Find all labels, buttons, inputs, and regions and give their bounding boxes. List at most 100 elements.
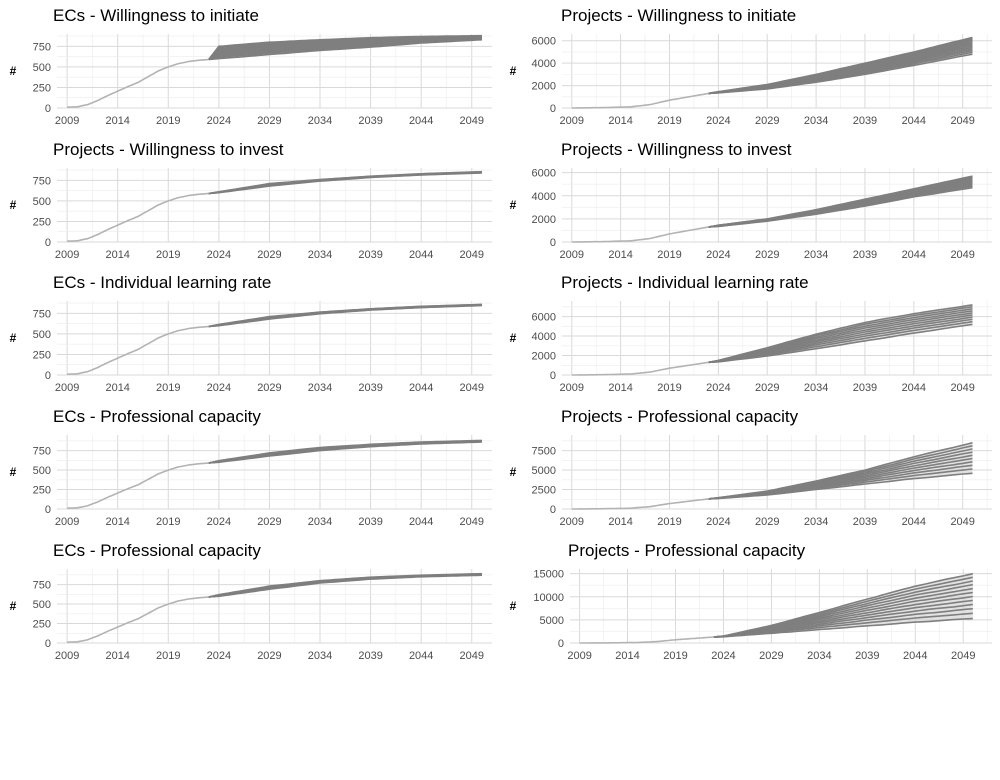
x-tick-label: 2019 <box>156 650 180 662</box>
y-tick-label: 250 <box>33 349 51 361</box>
history-line <box>579 636 714 644</box>
y-tick-label: 7500 <box>532 446 556 458</box>
y-tick-label: 750 <box>33 308 51 320</box>
scenario-lines <box>713 572 973 638</box>
y-tick-label: 6000 <box>532 312 556 324</box>
tick-labels: 2009 2014 2019 2024 2029 2034 2039 2044 2049 0 250… <box>33 446 484 528</box>
gridlines <box>57 168 492 243</box>
x-tick-label: 2034 <box>308 650 332 662</box>
panel-projects-willingness-to-invest-right: Projects - Willingness to invest 2009 201… <box>500 134 1000 268</box>
plot-projects-professional-capacity-row5: 2009 2014 2019 2024 2029 2034 2039 2044 2049 0 500… <box>510 569 992 662</box>
x-tick-label: 2049 <box>460 115 484 127</box>
x-tick-label: 2019 <box>657 382 681 394</box>
x-tick-label: 2044 <box>902 516 926 528</box>
tick-labels: 2009 2014 2019 2024 2029 2034 2039 2044 2049 0 500… <box>533 569 975 662</box>
x-tick-label: 2009 <box>55 382 79 394</box>
y-tick-label: 0 <box>45 370 51 382</box>
x-tick-label: 2009 <box>55 516 79 528</box>
x-tick-label: 2029 <box>755 516 779 528</box>
scenario-line <box>708 441 973 500</box>
scenario-line <box>208 303 482 328</box>
y-tick-label: 750 <box>33 446 51 458</box>
scenario-band <box>708 442 973 499</box>
gridlines <box>562 168 992 243</box>
panel-projects-professional-capacity-row4: Projects - Professional capacity 2009 201… <box>500 401 1000 535</box>
plot-projects-willingness-to-invest-left: 2009 2014 2019 2024 2029 2034 2039 2044 2049 0 250… <box>10 168 492 261</box>
y-tick-label: 4000 <box>532 191 556 203</box>
plot-projects-willingness-to-invest-right: 2009 2014 2019 2024 2029 2034 2039 2044 2049 0 200… <box>510 168 992 261</box>
x-tick-label: 2039 <box>853 382 877 394</box>
y-tick-label: 6000 <box>532 168 556 180</box>
scenario-lines <box>208 303 482 328</box>
y-axis-label: # <box>10 331 17 345</box>
x-tick-label: 2039 <box>358 650 382 662</box>
tick-labels: 2009 2014 2019 2024 2029 2034 2039 2044 2049 0 200… <box>532 168 975 261</box>
plot-projects-professional-capacity-row4: 2009 2014 2019 2024 2029 2034 2039 2044 2049 0 250… <box>510 435 992 528</box>
x-tick-label: 2019 <box>156 115 180 127</box>
history-line <box>67 58 209 108</box>
x-tick-label: 2009 <box>567 650 591 662</box>
x-tick-label: 2024 <box>207 516 231 528</box>
y-tick-label: 0 <box>45 237 51 249</box>
x-tick-label: 2024 <box>706 516 730 528</box>
y-tick-label: 750 <box>33 41 51 53</box>
y-axis-label: # <box>510 198 517 212</box>
scenario-line <box>708 304 973 364</box>
y-tick-label: 15000 <box>533 569 564 581</box>
x-tick-label: 2014 <box>105 115 129 127</box>
x-tick-label: 2049 <box>460 382 484 394</box>
panel-ecs-professional-capacity-row4: ECs - Professional capacity 2009 2014 2019… <box>0 401 500 535</box>
x-tick-label: 2039 <box>853 516 877 528</box>
y-tick-label: 4000 <box>532 331 556 343</box>
x-tick-label: 2024 <box>207 115 231 127</box>
x-tick-label: 2029 <box>257 382 281 394</box>
scenario-line <box>208 572 482 598</box>
x-tick-label: 2014 <box>608 249 632 261</box>
x-tick-label: 2044 <box>902 249 926 261</box>
x-tick-label: 2034 <box>804 249 828 261</box>
x-tick-label: 2039 <box>358 516 382 528</box>
y-tick-label: 2500 <box>532 485 556 497</box>
y-axis-label: # <box>510 64 517 78</box>
tick-labels: 2009 2014 2019 2024 2029 2034 2039 2044 2049 0 250… <box>33 175 484 261</box>
x-tick-label: 2044 <box>903 650 927 662</box>
gridlines <box>57 301 492 376</box>
scenario-lines <box>708 441 973 500</box>
scenario-lines <box>208 572 482 598</box>
x-tick-label: 2009 <box>560 382 584 394</box>
panel-ecs-individual-learning-rate: ECs - Individual learning rate 2009 2014 2… <box>0 267 500 401</box>
history-line <box>571 498 709 510</box>
y-tick-label: 2000 <box>532 351 556 363</box>
plot-ecs-individual-learning-rate: 2009 2014 2019 2024 2029 2034 2039 2044 2049 0 250… <box>10 301 492 394</box>
x-tick-label: 2014 <box>608 382 632 394</box>
y-tick-label: 500 <box>33 599 51 611</box>
x-tick-label: 2039 <box>358 382 382 394</box>
scenario-line <box>708 175 973 228</box>
x-tick-label: 2019 <box>156 516 180 528</box>
x-tick-label: 2049 <box>950 382 974 394</box>
scenario-lines <box>708 36 973 95</box>
x-tick-label: 2029 <box>257 650 281 662</box>
scenario-line <box>208 170 482 195</box>
x-tick-label: 2009 <box>560 516 584 528</box>
x-tick-label: 2034 <box>804 516 828 528</box>
history-line <box>571 361 709 376</box>
x-tick-label: 2014 <box>608 516 632 528</box>
x-tick-label: 2019 <box>156 249 180 261</box>
x-tick-label: 2049 <box>951 650 975 662</box>
x-tick-label: 2009 <box>560 115 584 127</box>
x-tick-label: 2044 <box>409 115 433 127</box>
panel-title: Projects - Professional capacity <box>568 541 806 560</box>
y-tick-label: 0 <box>550 103 556 115</box>
x-tick-label: 2044 <box>409 382 433 394</box>
scenario-lines <box>208 439 482 464</box>
x-tick-label: 2014 <box>105 382 129 394</box>
x-tick-label: 2034 <box>308 115 332 127</box>
y-tick-label: 4000 <box>532 58 556 70</box>
plot-ecs-professional-capacity-row4: 2009 2014 2019 2024 2029 2034 2039 2044 2049 0 250… <box>10 435 492 528</box>
y-tick-label: 750 <box>33 175 51 187</box>
x-tick-label: 2049 <box>950 249 974 261</box>
y-tick-label: 0 <box>45 504 51 516</box>
panel-title: Projects - Willingness to initiate <box>561 6 797 25</box>
y-tick-label: 500 <box>33 62 51 74</box>
